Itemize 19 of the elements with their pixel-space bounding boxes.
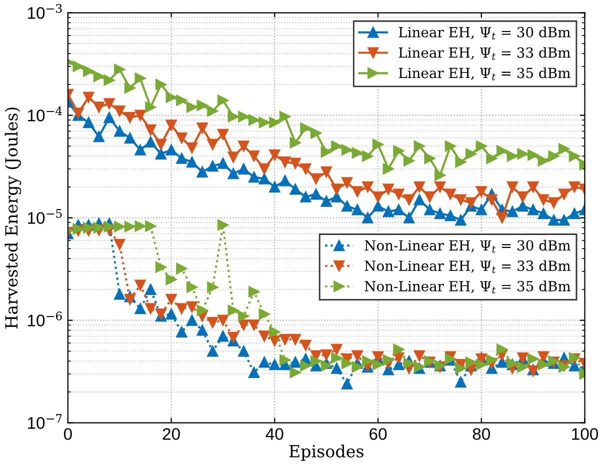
x-tick-label: 20 [162, 428, 180, 440]
y-tick-label: 10$^{−3}$ [28, 4, 62, 19]
legend-label: Non-Linear EH, Ψ$_{t}$ = 30 dBm [364, 240, 570, 253]
legend-label: Non-Linear EH, Ψ$_{t}$ = 35 dBm [364, 280, 570, 294]
y-tick-label: 10$^{−4}$ [28, 106, 62, 122]
x-tick-label: 40 [266, 428, 284, 440]
legend-label: Linear EH, Ψ$_{t}$ = 35 dBm [398, 67, 570, 80]
y-tick-label: 10$^{−6}$ [28, 312, 62, 326]
legend-label: Linear EH, Ψ$_{t}$ = 33 dBm [398, 47, 570, 60]
x-tick-label: 0 [64, 428, 72, 440]
legend-label: Non-Linear EH, Ψ$_{t}$ = 33 dBm [364, 260, 570, 274]
y-tick-label: 10$^{−5}$ [28, 209, 62, 224]
x-tick-label: 100 [572, 428, 598, 440]
y-axis-title: Harvested Energy (Joules) [4, 108, 22, 328]
x-tick-label: 60 [370, 428, 387, 440]
x-axis-title: Episodes [289, 444, 364, 461]
legend-label: Linear EH, Ψ$_{t}$ = 30 dBm [398, 26, 570, 40]
y-tick-label: 10$^{−7}$ [28, 414, 62, 429]
x-tick-label: 80 [472, 428, 490, 440]
